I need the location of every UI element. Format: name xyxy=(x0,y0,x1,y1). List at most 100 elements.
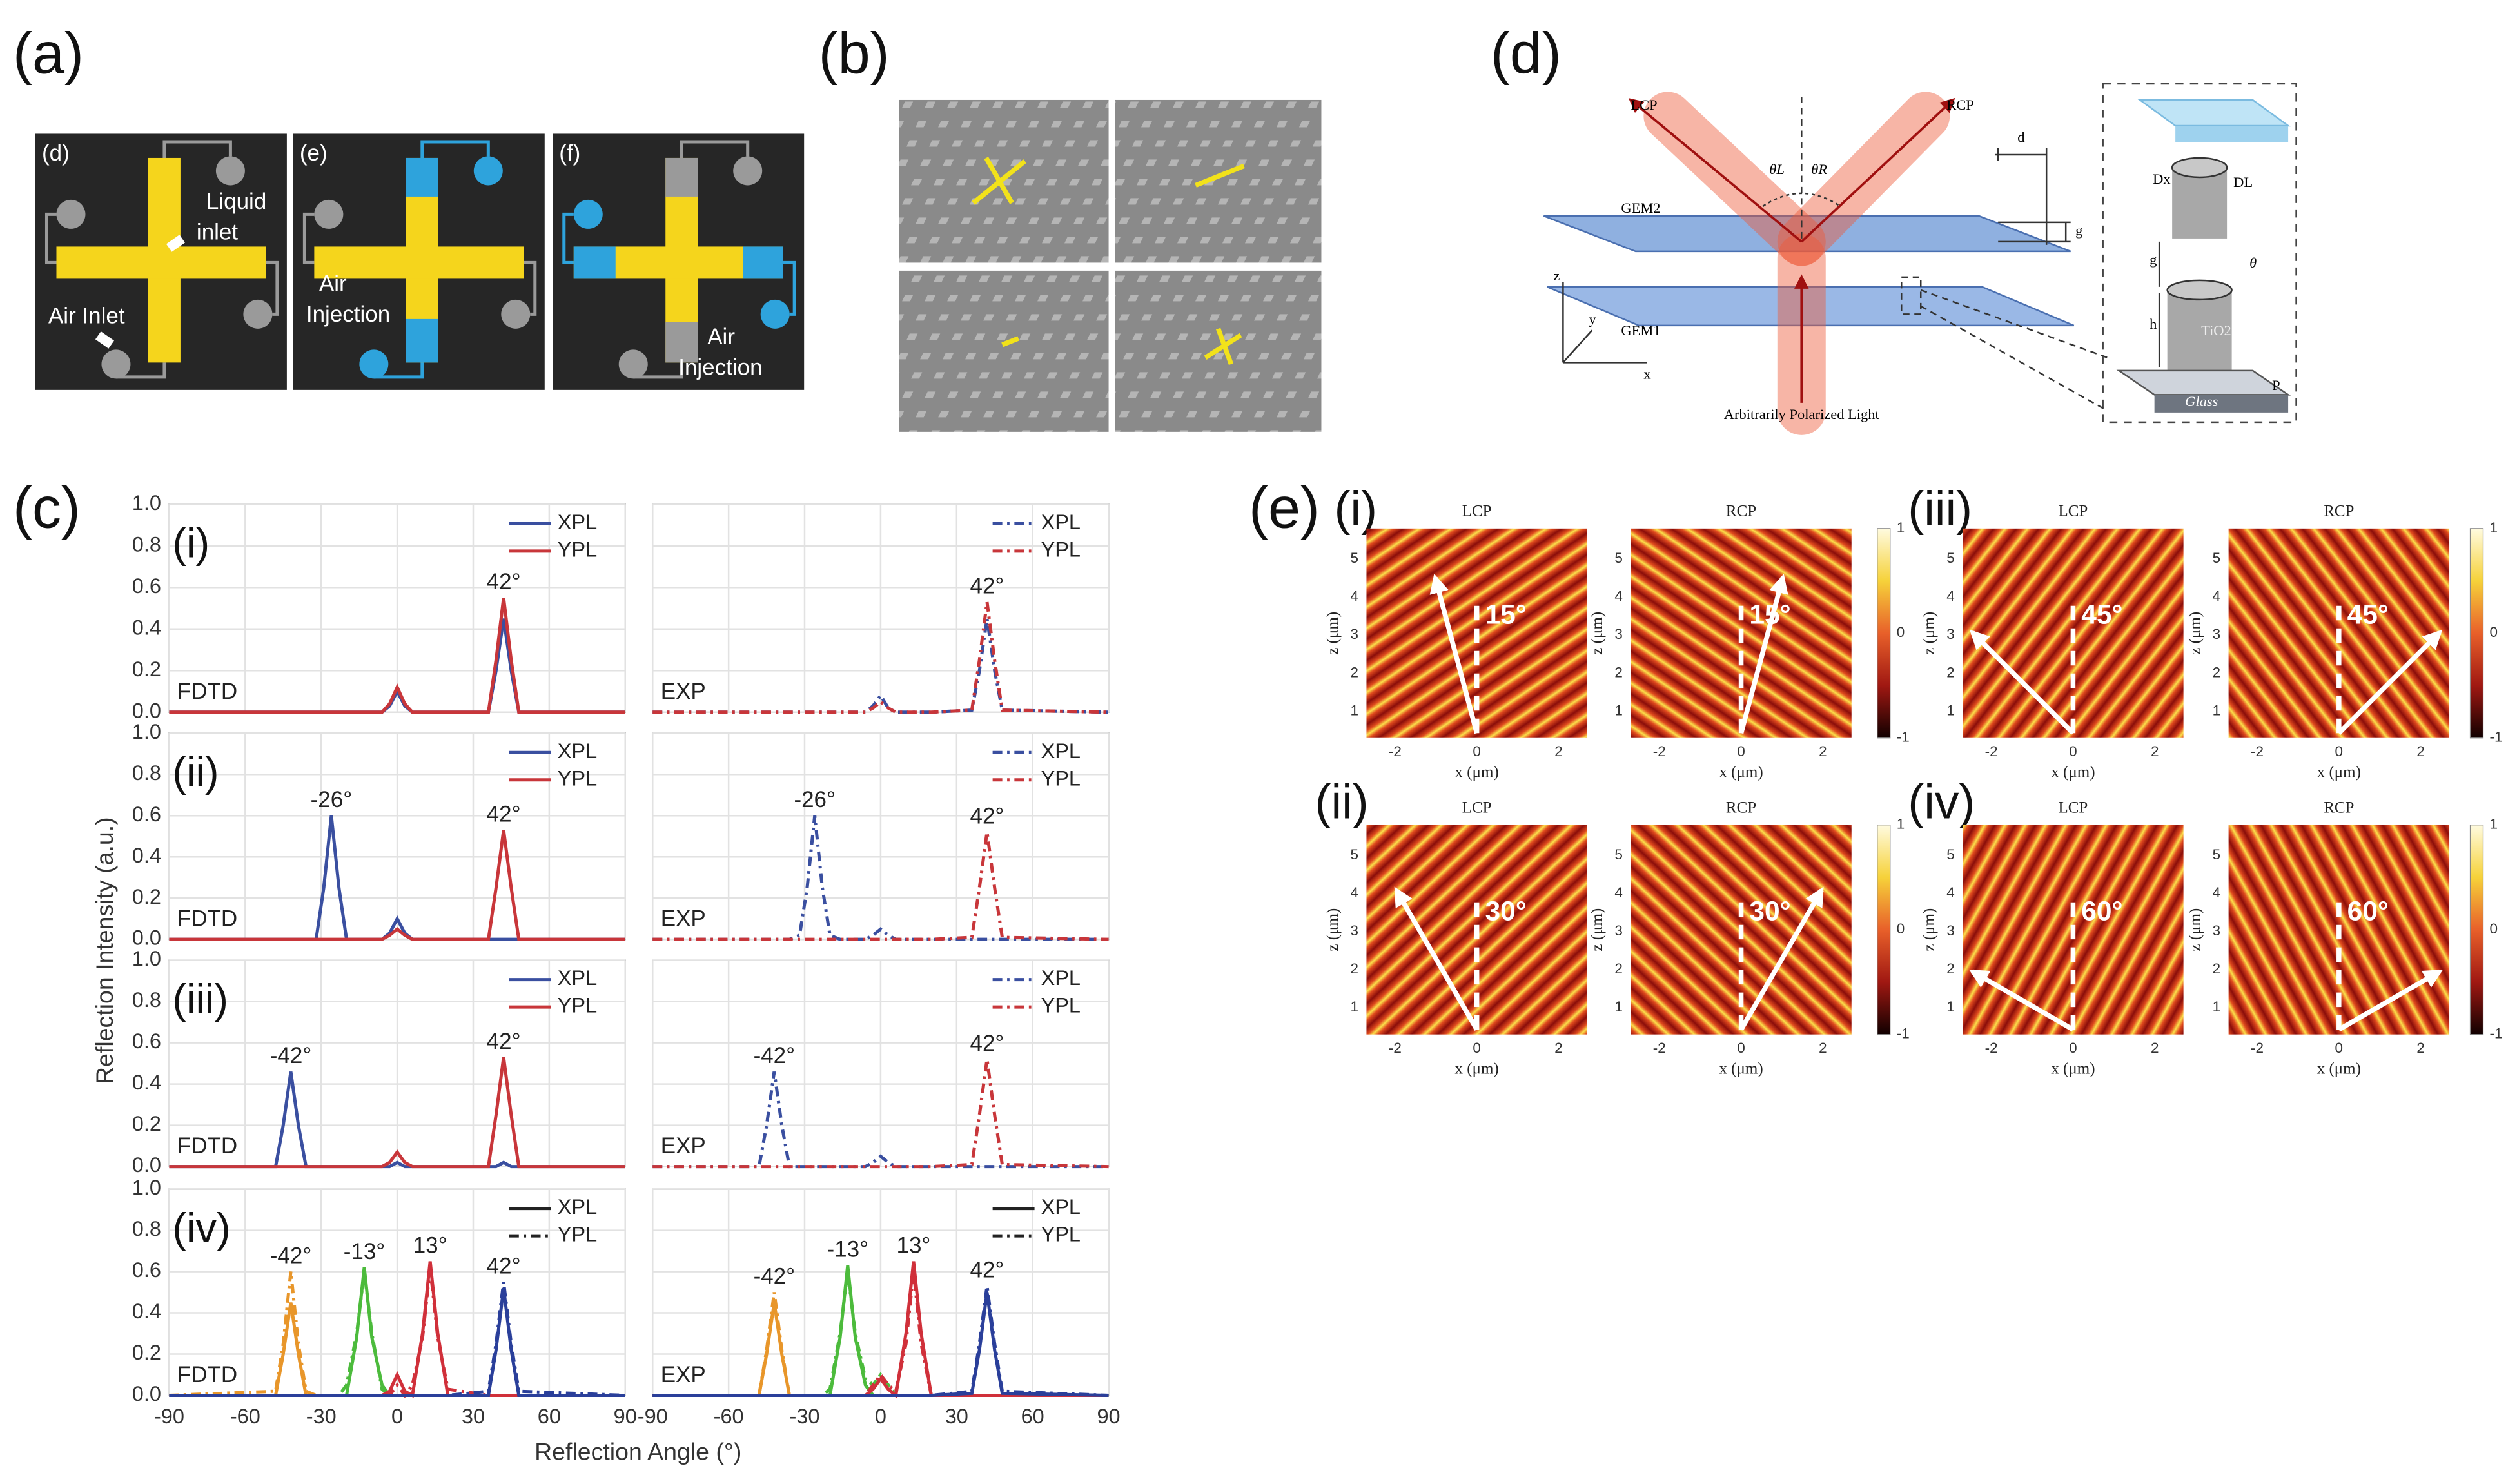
label: y xyxy=(1589,311,1596,327)
legend-label: YPL xyxy=(558,1223,597,1246)
x-axis-label: x (μm) xyxy=(2317,1060,2361,1077)
peak-label: 42° xyxy=(487,569,521,594)
x-tick-label: 2 xyxy=(1819,743,1827,759)
legend-label: XPL xyxy=(558,966,597,990)
colorbar-tick-label: 1 xyxy=(2490,520,2498,536)
peak-label: -13° xyxy=(344,1239,386,1264)
z-tick-label: 3 xyxy=(1350,626,1358,642)
z-tick-label: 2 xyxy=(2213,664,2221,680)
sem-image xyxy=(899,99,1109,263)
peak-label: 42° xyxy=(487,1029,521,1054)
legend-label: YPL xyxy=(558,766,597,790)
z-tick-label: 4 xyxy=(1350,884,1358,901)
channel xyxy=(633,140,750,379)
series-line xyxy=(652,1071,1109,1169)
y-tick-label: 0.0 xyxy=(132,699,161,722)
angle-label: 60° xyxy=(2081,896,2122,926)
colorbar xyxy=(2469,528,2484,739)
subpanel-tag: (i) xyxy=(1334,482,1377,536)
x-tick-label: 0 xyxy=(2335,743,2344,759)
z-tick-label: 5 xyxy=(1946,846,1955,863)
channel xyxy=(44,140,279,379)
colorbar-tick-label: 1 xyxy=(2490,816,2498,832)
y-tick-label: 0.4 xyxy=(132,1300,161,1323)
legend-label: XPL xyxy=(558,739,597,763)
x-axis-label: Reflection Angle (°) xyxy=(534,1438,741,1465)
y-tick-label: 0.2 xyxy=(132,658,161,681)
tile-tag: (e) xyxy=(300,141,328,166)
arrow-marker xyxy=(95,331,114,349)
reservoir xyxy=(243,299,273,329)
panel-d: LCP RCP θL θR GEM2 GEM1 d g Arbitrarily … xyxy=(1543,83,2297,435)
series-line xyxy=(169,1057,625,1169)
label: θ xyxy=(2249,255,2257,271)
channel xyxy=(562,212,796,316)
pillar xyxy=(2167,289,2232,371)
x-tick-label: -90 xyxy=(154,1405,184,1428)
x-axis-label: x (μm) xyxy=(1455,1060,1499,1077)
y-tick-label: 0.6 xyxy=(132,574,161,598)
z-tick-label: 1 xyxy=(2213,999,2221,1015)
colorbar-tick-label: 1 xyxy=(1897,816,1905,832)
inset-slab xyxy=(2175,125,2289,142)
x-axis-label: x (μm) xyxy=(1719,763,1763,781)
z-tick-label: 4 xyxy=(2213,588,2221,604)
x-tick-label: 2 xyxy=(2151,743,2159,759)
x-tick-label: 60 xyxy=(538,1405,561,1428)
reservoir xyxy=(56,199,86,229)
subpanel-tag: (ii) xyxy=(1315,775,1368,829)
label: RCP xyxy=(1946,97,1973,113)
sem-image xyxy=(1115,99,1322,263)
y-axis-label: Reflection Intensity (a.u.) xyxy=(91,817,118,1084)
y-tick-label: 0.2 xyxy=(132,1112,161,1135)
zoom-lines xyxy=(1900,276,2108,412)
z-tick-label: 2 xyxy=(1614,961,1623,977)
peak-label: 13° xyxy=(897,1233,931,1258)
reservoir xyxy=(760,299,790,329)
angle-arrow xyxy=(1969,969,2075,1032)
peak-label: -42° xyxy=(270,1243,312,1268)
x-tick-label: 2 xyxy=(1554,743,1563,759)
subpanel-tag: (iv) xyxy=(1908,775,1975,829)
z-axis-label: z (μm) xyxy=(1589,612,1606,655)
map-title: LCP xyxy=(2059,503,2088,520)
reservoir xyxy=(573,199,603,229)
reservoir xyxy=(618,349,648,379)
y-tick-label: 0.0 xyxy=(132,1382,161,1405)
series-line xyxy=(652,832,1109,941)
label: GEM1 xyxy=(1621,322,1660,338)
x-tick-label: 30 xyxy=(462,1405,485,1428)
x-axis-label: x (μm) xyxy=(2051,763,2095,781)
label: Dx xyxy=(2153,171,2170,187)
legend-label: YPL xyxy=(1041,1223,1081,1246)
x-tick-label: -2 xyxy=(1653,1040,1666,1056)
label: z xyxy=(1553,268,1560,284)
x-tick-label: 2 xyxy=(1819,1040,1827,1056)
legend-label: XPL xyxy=(1041,1195,1081,1218)
x-tick-label: 2 xyxy=(1554,1040,1563,1056)
reservoir xyxy=(101,349,131,379)
x-tick-label: 0 xyxy=(1737,1040,1745,1056)
angle-arrow xyxy=(1394,886,1479,1031)
x-tick-label: -2 xyxy=(1389,743,1402,759)
peak-label: -42° xyxy=(754,1043,796,1068)
z-tick-label: 1 xyxy=(1614,999,1623,1015)
y-tick-label: 0.8 xyxy=(132,1217,161,1240)
colorbar xyxy=(1877,528,1891,739)
map-title: LCP xyxy=(2059,799,2088,816)
angle-arrow xyxy=(1738,574,1788,734)
beam xyxy=(1643,92,1826,266)
label: θR xyxy=(1811,161,1827,177)
z-axis-label: z (μm) xyxy=(1589,908,1606,952)
z-tick-label: 4 xyxy=(1614,884,1623,901)
z-tick-label: 5 xyxy=(2213,550,2221,566)
x-tick-label: -2 xyxy=(1985,1040,1998,1056)
subpanel-tag: (iii) xyxy=(1908,482,1972,536)
y-tick-label: 0.6 xyxy=(132,1030,161,1053)
z-tick-label: 3 xyxy=(1946,626,1955,642)
z-tick-label: 1 xyxy=(1350,999,1358,1015)
cross xyxy=(1204,327,1242,366)
x-axis-label: x (μm) xyxy=(2051,1060,2095,1077)
pillar-top xyxy=(2171,157,2228,179)
